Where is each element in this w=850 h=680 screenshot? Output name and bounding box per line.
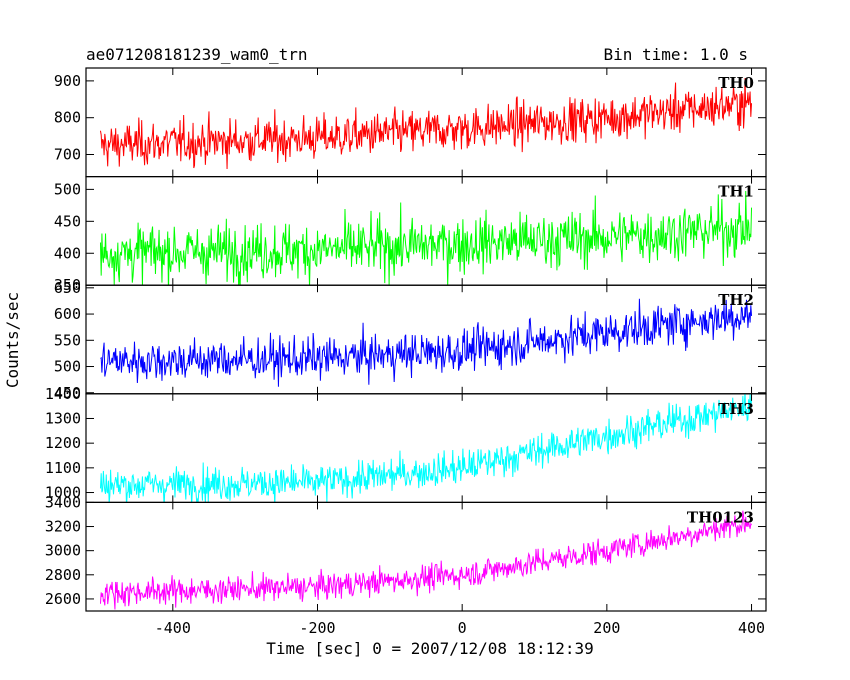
y-axis-label: Counts/sec [3, 292, 22, 388]
y-tick-label: 450 [54, 384, 81, 402]
x-tick-label: 0 [458, 619, 467, 637]
y-tick-label: 350 [54, 276, 81, 294]
y-tick-label: 1300 [45, 409, 81, 427]
panel-frame-th3 [85, 393, 767, 503]
series-line-th3 [99, 393, 753, 503]
y-tick-label: 1100 [45, 459, 81, 477]
y-tick-label: 400 [54, 244, 81, 262]
panel-label-th1: TH1 [718, 183, 754, 201]
y-tick-label: 700 [54, 146, 81, 164]
x-axis-label: Time [sec] 0 = 2007/12/08 18:12:39 [266, 639, 594, 658]
y-tick-label: 3000 [45, 542, 81, 560]
y-tick-label: 650 [54, 279, 81, 297]
panels-group: 700 800 900 TH0 350 400 450 500 TH1 450 500 550 600 6… [45, 67, 767, 637]
series-line-th0 [99, 78, 753, 170]
series-line-th1 [99, 190, 753, 286]
y-tick-label: 3200 [45, 518, 81, 536]
y-tick-label: 2800 [45, 566, 81, 584]
panel-label-th0123: TH0123 [687, 508, 754, 526]
y-tick-label: 500 [54, 358, 81, 376]
y-tick-label: 1400 [45, 385, 81, 403]
panel-label-th0: TH0 [718, 74, 754, 92]
bin-time-label: Bin time: 1.0 s [604, 45, 749, 64]
x-tick-label: 200 [593, 619, 620, 637]
y-tick-label: 600 [54, 305, 81, 323]
y-tick-label: 900 [54, 72, 81, 90]
chart-title: ae071208181239_wam0_trn [86, 45, 308, 64]
y-tick-label: 800 [54, 109, 81, 127]
panel-label-th2: TH2 [718, 291, 754, 309]
x-tick-label: 400 [738, 619, 765, 637]
y-tick-label: 2600 [45, 590, 81, 608]
y-tick-label: 550 [54, 331, 81, 349]
y-tick-label: 3400 [45, 493, 81, 511]
panel-frame-th0123 [85, 501, 767, 612]
series-line-th2 [100, 298, 753, 387]
x-tick-label: -200 [299, 619, 335, 637]
series-line-th0123 [99, 510, 752, 610]
panel-label-th3: TH3 [718, 400, 754, 418]
panel-frame-th2 [85, 284, 767, 395]
x-tick-label: -400 [155, 619, 191, 637]
y-tick-label: 1000 [45, 484, 81, 502]
y-tick-label: 1200 [45, 434, 81, 452]
y-tick-label: 450 [54, 212, 81, 230]
y-tick-label: 500 [54, 180, 81, 198]
